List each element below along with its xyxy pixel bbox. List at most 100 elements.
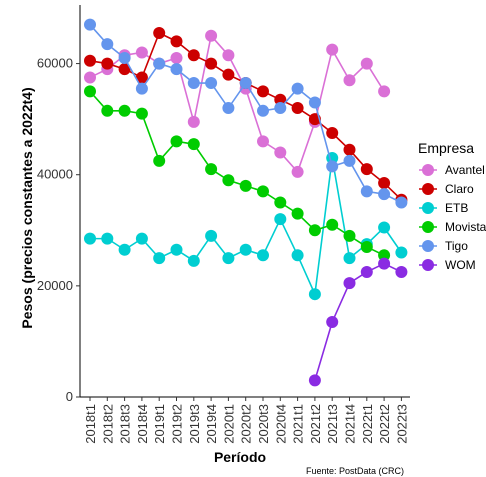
point-avantel — [378, 85, 391, 98]
legend-label-avantel: Avantel — [445, 163, 485, 177]
series-wom — [308, 257, 408, 387]
point-wom — [343, 277, 356, 290]
series-etb — [84, 152, 408, 301]
legend-label-tigo: Tigo — [445, 239, 468, 253]
point-movistar — [101, 104, 114, 117]
point-wom — [360, 265, 373, 278]
x-tick-label: 2021t1 — [291, 404, 306, 444]
point-movistar — [239, 179, 252, 192]
point-claro — [274, 93, 287, 106]
point-claro — [291, 102, 304, 115]
y-tick-label: 40000 — [37, 167, 73, 182]
x-tick-label: 2019t3 — [187, 404, 202, 444]
point-movistar — [360, 240, 373, 253]
point-movistar — [222, 174, 235, 187]
point-movistar — [343, 229, 356, 242]
point-etb — [187, 254, 200, 267]
x-tick-label: 2019t4 — [204, 404, 219, 444]
point-movistar — [84, 85, 96, 98]
point-tigo — [291, 82, 304, 95]
point-avantel — [360, 57, 373, 70]
point-claro — [257, 85, 269, 98]
point-etb — [308, 288, 321, 301]
point-avantel — [170, 52, 183, 65]
point-etb — [84, 232, 96, 245]
point-wom — [378, 257, 391, 270]
point-etb — [395, 246, 408, 259]
point-claro — [84, 54, 96, 67]
series-tigo — [84, 18, 408, 209]
x-tick-label: 2020t3 — [256, 404, 271, 444]
y-tick-label: 0 — [66, 389, 73, 404]
x-tick-label: 2018t1 — [83, 404, 98, 444]
series-movistar — [84, 85, 391, 262]
point-movistar — [257, 185, 269, 198]
point-avantel — [291, 165, 304, 178]
point-claro — [343, 143, 356, 156]
point-tigo — [257, 104, 269, 117]
point-movistar — [135, 107, 148, 120]
point-etb — [205, 229, 218, 242]
x-tick-label: 2021t3 — [325, 404, 340, 444]
x-tick-label: 2020t1 — [221, 404, 236, 444]
point-tigo — [326, 160, 339, 173]
point-avantel — [343, 74, 356, 87]
point-tigo — [239, 77, 252, 90]
point-avantel — [274, 146, 287, 159]
legend-key-tigo — [422, 240, 434, 252]
point-claro — [153, 27, 166, 40]
point-movistar — [291, 207, 304, 220]
legend-key-claro — [422, 183, 434, 195]
point-tigo — [84, 18, 96, 31]
point-etb — [291, 249, 304, 262]
point-claro — [360, 163, 373, 176]
x-tick-label: 2022t2 — [377, 404, 392, 444]
point-wom — [308, 374, 321, 387]
point-tigo — [205, 77, 218, 90]
point-movistar — [308, 224, 321, 237]
point-movistar — [274, 196, 287, 209]
x-tick-label: 2018t4 — [135, 404, 150, 444]
point-movistar — [326, 218, 339, 231]
point-tigo — [360, 185, 373, 198]
point-claro — [187, 49, 200, 62]
point-avantel — [222, 49, 235, 62]
point-etb — [118, 243, 131, 256]
point-claro — [118, 63, 131, 76]
x-tick-label: 2018t2 — [100, 404, 115, 444]
point-etb — [101, 232, 114, 245]
point-movistar — [153, 154, 166, 167]
point-avantel — [257, 135, 269, 148]
point-claro — [378, 177, 391, 190]
point-movistar — [170, 135, 183, 148]
legend-key-wom — [422, 259, 434, 271]
point-etb — [239, 243, 252, 256]
point-etb — [343, 252, 356, 265]
x-tick-label: 2022t3 — [394, 404, 409, 444]
legend: Empresa Avantel Claro ETB Movistar Tigo WOM — [418, 140, 486, 272]
point-movistar — [378, 249, 391, 262]
point-etb — [378, 221, 391, 234]
x-axis-ticks: 2018t1 2018t2 2018t3 2018t4 2019t1 2019t2 2019… — [83, 397, 409, 444]
point-wom — [326, 315, 339, 328]
legend-label-movistar: Movistar — [445, 220, 486, 234]
point-claro — [205, 57, 218, 70]
y-tick-label: 60000 — [37, 56, 73, 71]
point-etb — [170, 243, 183, 256]
point-movistar — [205, 163, 218, 176]
point-avantel — [84, 71, 96, 84]
point-movistar — [118, 104, 131, 117]
x-tick-label: 2020t4 — [273, 404, 288, 444]
legend-key-etb — [422, 202, 434, 214]
point-tigo — [343, 154, 356, 167]
x-tick-label: 2022t1 — [360, 404, 375, 444]
x-axis-title: Período — [214, 449, 266, 465]
point-tigo — [187, 77, 200, 90]
point-claro — [222, 68, 235, 81]
point-tigo — [135, 82, 148, 95]
legend-key-movistar — [422, 221, 434, 233]
point-etb — [222, 252, 235, 265]
x-tick-label: 2021t2 — [308, 404, 323, 444]
x-tick-label: 2020t2 — [239, 404, 254, 444]
point-claro — [135, 71, 148, 84]
